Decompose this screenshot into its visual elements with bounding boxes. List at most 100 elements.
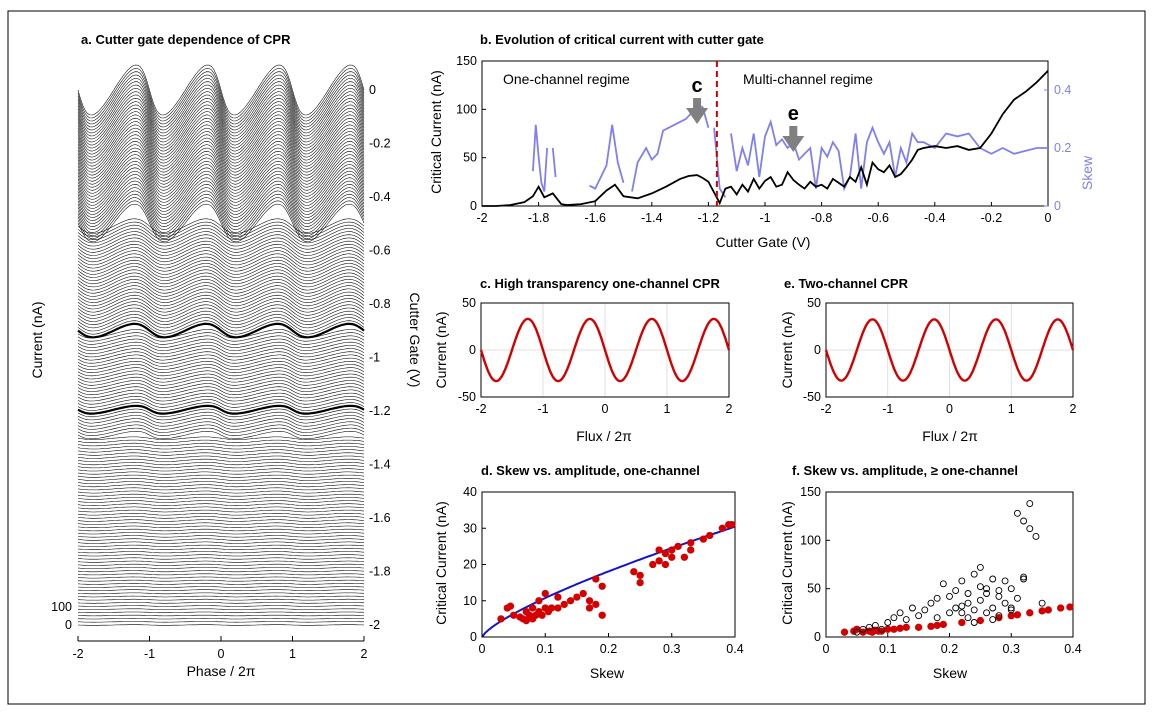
one-channel-point	[1026, 609, 1034, 617]
panel-b-y-tick-label: 150	[456, 54, 477, 68]
cpr-trace	[77, 111, 365, 158]
panel-c-cpr-line	[479, 317, 731, 383]
cpr-trace	[77, 88, 365, 137]
cpr-trace	[77, 535, 365, 538]
panel-a-gate-tick-label: -1.2	[369, 404, 391, 418]
multi-channel-point	[958, 602, 966, 610]
one-channel-point	[579, 589, 587, 598]
cpr-trace	[77, 544, 365, 547]
multi-channel-point	[964, 590, 972, 597]
one-channel-point	[933, 621, 941, 630]
multi-channel-point	[989, 616, 997, 624]
multi-channel-point	[1032, 533, 1040, 540]
multi-channel-regime-label: Multi-channel regime	[743, 71, 873, 87]
cpr-trace	[77, 474, 365, 478]
panel-a-gate-tick-label: -1	[369, 351, 380, 365]
cpr-trace	[77, 174, 365, 215]
cpr-trace	[77, 576, 365, 579]
cpr-trace	[77, 560, 365, 563]
panel-b-skew-tick-label: 0	[1054, 199, 1061, 213]
cpr-trace-highlight	[77, 322, 365, 339]
multi-channel-point	[983, 609, 990, 617]
multi-channel-point	[964, 614, 972, 622]
panel-f-x-label: Skew	[933, 665, 968, 681]
cpr-trace	[77, 170, 365, 212]
cpr-trace	[77, 147, 365, 191]
cpr-trace	[77, 589, 365, 591]
cpr-trace	[77, 439, 365, 443]
cpr-trace	[77, 335, 365, 345]
panel-d-x-tick-label: 0.1	[537, 642, 554, 656]
cpr-trace	[77, 519, 365, 522]
cpr-trace	[77, 193, 365, 233]
cpr-trace	[77, 465, 365, 469]
panel-f-y-label: Critical Current (nA)	[779, 501, 795, 625]
cpr-trace	[77, 94, 365, 143]
multi-channel-point	[970, 570, 978, 578]
cpr-trace	[77, 294, 365, 310]
panel-b-plot: ce-2 -1.8 -1.6 -1.4 -1.2 -1 -0.8 -0.6 -0.4 -0.2 00…	[456, 54, 1071, 225]
panel-c-y-tick-label: 50	[462, 296, 476, 310]
cpr-trace	[77, 221, 365, 237]
cpr-trace	[77, 621, 364, 623]
panel-c-y-label: Current (nA)	[433, 311, 449, 388]
cpr-trace	[77, 266, 365, 281]
panel-a: a. Cutter gate dependence of CPR -2 -1 0 1 2…	[29, 32, 423, 679]
cpr-trace	[77, 228, 365, 244]
cpr-trace	[77, 177, 365, 218]
one-channel-point	[661, 560, 670, 569]
cpr-trace	[77, 187, 365, 227]
cpr-trace	[77, 614, 365, 617]
panel-d-y-tick-label: 0	[470, 630, 477, 644]
one-channel-point	[636, 578, 644, 587]
panel-d-y-tick-label: 40	[463, 485, 477, 499]
one-channel-point	[655, 546, 663, 554]
panel-f-x-tick-label: 0.3	[1003, 642, 1020, 656]
multi-channel-point	[1026, 525, 1034, 533]
multi-channel-point	[995, 587, 1003, 595]
cpr-trace	[77, 373, 365, 383]
cpr-trace	[77, 253, 365, 269]
one-channel-regime-label: One-channel regime	[503, 71, 630, 87]
skew-series-line	[730, 118, 1048, 192]
one-channel-point	[706, 531, 714, 540]
cpr-trace	[77, 380, 365, 389]
cpr-trace	[77, 516, 365, 519]
multi-channel-point	[890, 614, 898, 622]
multi-channel-point	[1007, 585, 1015, 593]
one-channel-point	[528, 604, 537, 612]
panel-a-gate-tick-label: -1.6	[369, 511, 391, 525]
panel-b-x-tick-label: -0.6	[867, 211, 889, 225]
multi-channel-point	[989, 604, 997, 612]
one-channel-point	[598, 582, 606, 590]
panel-b-skew-tick-label: 0.4	[1054, 83, 1071, 97]
cpr-trace	[77, 506, 365, 510]
cpr-trace	[77, 541, 365, 544]
cpr-trace	[77, 275, 365, 291]
panel-f-axes	[825, 491, 1074, 638]
cpr-trace	[77, 332, 365, 342]
cpr-trace	[77, 478, 365, 481]
panel-e-x-label: Flux / 2π	[922, 428, 978, 444]
panel-f-title: f. Skew vs. amplitude, ≥ one-channel	[792, 463, 1018, 478]
panel-a-gate-tick-label: -0.4	[369, 190, 391, 204]
panel-b-x-tick-label: -1	[759, 211, 770, 225]
panel-e-title: e. Two-channel CPR	[784, 276, 909, 291]
one-channel-point	[497, 615, 505, 623]
multi-channel-point	[989, 575, 997, 583]
one-channel-point	[896, 624, 904, 632]
panel-b-y-label: Critical Current (nA)	[428, 70, 444, 194]
cpr-trace	[77, 408, 365, 418]
panel-b-skew-label: Skew	[1079, 155, 1095, 190]
cpr-trace	[77, 234, 365, 250]
cpr-trace	[77, 269, 365, 285]
cpr-trace	[77, 345, 365, 355]
panel-f-y-tick-label: 100	[800, 533, 821, 547]
multi-channel-point	[1001, 599, 1009, 607]
multi-channel-point	[1007, 604, 1015, 612]
multi-channel-point	[909, 604, 916, 612]
cpr-trace	[77, 74, 365, 125]
cpr-trace	[77, 301, 365, 316]
one-channel-point	[939, 620, 947, 629]
